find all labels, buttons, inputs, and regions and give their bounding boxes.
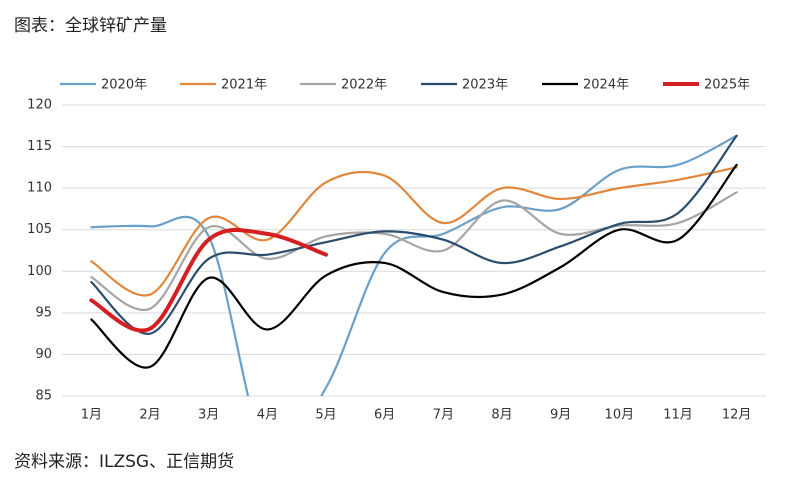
legend-label: 2024年 xyxy=(583,78,629,93)
x-tick-label: 9月 xyxy=(550,408,571,423)
x-tick-label: 8月 xyxy=(491,408,512,423)
legend-label: 2020年 xyxy=(101,78,147,93)
x-tick-label: 2月 xyxy=(139,408,160,423)
series-line xyxy=(90,166,738,297)
legend-label: 2022年 xyxy=(341,78,387,93)
y-tick-label: 115 xyxy=(27,139,52,154)
y-tick-label: 85 xyxy=(35,389,52,404)
legend-label: 2021年 xyxy=(221,78,267,93)
x-tick-label: 3月 xyxy=(198,408,219,423)
source: 资料来源：ILZSG、正信期货 xyxy=(14,452,234,472)
legend-label: 2023年 xyxy=(462,78,508,93)
x-tick-label: 5月 xyxy=(315,408,336,423)
y-tick-label: 100 xyxy=(27,264,52,279)
plot-area xyxy=(89,134,738,396)
y-tick-label: 90 xyxy=(35,347,52,362)
y-tick-label: 105 xyxy=(27,222,52,237)
series-line xyxy=(89,227,328,333)
y-tick-label: 110 xyxy=(27,181,52,196)
series-line xyxy=(90,191,738,312)
x-tick-label: 11月 xyxy=(663,408,693,423)
x-tick-label: 4月 xyxy=(257,408,278,423)
series-line xyxy=(90,163,738,369)
y-tick-label: 120 xyxy=(27,98,52,113)
x-tick-label: 12月 xyxy=(722,408,752,423)
series-line xyxy=(90,134,738,335)
x-tick-label: 1月 xyxy=(81,408,102,423)
chart-title: 图表：全球锌矿产量 xyxy=(14,16,167,36)
x-tick-label: 10月 xyxy=(605,408,635,423)
x-tick-label: 7月 xyxy=(433,408,454,423)
y-tick-label: 95 xyxy=(35,305,52,320)
x-tick-label: 6月 xyxy=(374,408,395,423)
series-line xyxy=(90,134,738,396)
legend-label: 2025年 xyxy=(704,78,750,93)
